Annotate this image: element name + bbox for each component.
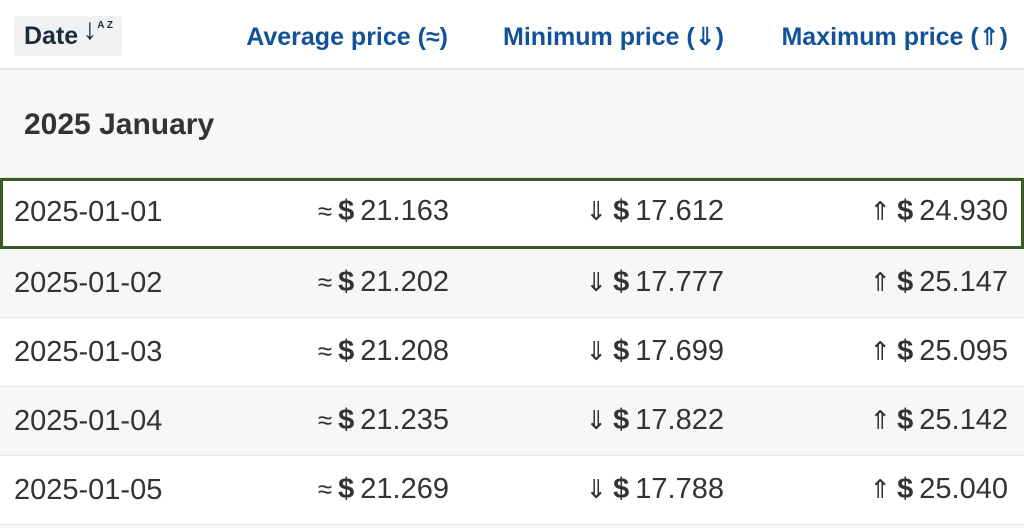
row-minimum-price: ⇓ $17.699 <box>585 335 724 367</box>
row-maximum-price: ⇑ $25.095 <box>869 335 1008 367</box>
row-minimum-price: ⇓ $17.777 <box>585 266 724 298</box>
currency-symbol: $ <box>338 266 355 298</box>
row-minimum-price: ⇓ $17.788 <box>585 473 724 505</box>
table-row[interactable]: 2025-01-03 ≈ $21.208 ⇓ $17.699 ⇑ $25.095 <box>0 318 1024 387</box>
row-date: 2025-01-05 <box>14 474 163 506</box>
row-maximum-price: ⇑ $25.142 <box>869 404 1008 436</box>
currency-symbol: $ <box>338 195 355 227</box>
date-column-label: Date <box>24 22 79 50</box>
currency-symbol: $ <box>897 335 914 367</box>
down-arrow-icon: ⇓ <box>585 267 608 297</box>
row-minimum-price: ⇓ $17.612 <box>585 195 724 227</box>
approx-icon: ≈ <box>317 474 333 504</box>
currency-symbol: $ <box>613 266 630 298</box>
minimum-price-header[interactable]: Minimum price (⇓) <box>503 23 724 51</box>
row-average-price: ≈ $21.202 <box>317 266 449 298</box>
row-date: 2025-01-04 <box>14 405 163 437</box>
down-arrow-icon: ⇓ <box>585 336 608 366</box>
up-arrow-icon: ⇑ <box>869 474 892 504</box>
row-average-price: ≈ $21.269 <box>317 473 449 505</box>
table-row[interactable]: 2025-01-01 ≈ $21.163 ⇓ $17.612 ⇑ $24.930 <box>0 178 1024 249</box>
row-minimum-price: ⇓ $17.822 <box>585 404 724 436</box>
table-row[interactable]: 2025-01-04 ≈ $21.235 ⇓ $17.822 ⇑ $25.142 <box>0 387 1024 456</box>
sort-az-label: A Z <box>97 20 113 31</box>
row-maximum-price: ⇑ $25.147 <box>869 266 1008 298</box>
row-maximum-price: ⇑ $24.930 <box>869 195 1008 227</box>
maximum-price-header[interactable]: Maximum price (⇑) <box>781 23 1008 51</box>
currency-symbol: $ <box>897 473 914 505</box>
table-row[interactable]: 2025-01-05 ≈ $21.269 ⇓ $17.788 ⇑ $25.040 <box>0 456 1024 525</box>
currency-symbol: $ <box>338 404 355 436</box>
average-price-header[interactable]: Average price (≈) <box>246 23 448 51</box>
up-arrow-icon: ⇑ <box>869 267 892 297</box>
up-arrow-icon: ⇑ <box>869 196 892 226</box>
row-date: 2025-01-03 <box>14 336 163 368</box>
sort-by-date-button[interactable]: Date ↓ A Z <box>14 13 123 56</box>
currency-symbol: $ <box>897 266 914 298</box>
currency-symbol: $ <box>338 473 355 505</box>
currency-symbol: $ <box>897 195 914 227</box>
currency-symbol: $ <box>897 404 914 436</box>
approx-icon: ≈ <box>317 196 333 226</box>
sort-ascending-icon: ↓ A Z <box>82 13 113 46</box>
row-average-price: ≈ $21.208 <box>317 335 449 367</box>
row-date: 2025-01-01 <box>14 196 163 228</box>
currency-symbol: $ <box>613 404 630 436</box>
table-header: Date ↓ A Z Average price (≈) Minimum price… <box>0 0 1024 70</box>
up-arrow-icon: ⇑ <box>869 405 892 435</box>
row-average-price: ≈ $21.163 <box>317 195 449 227</box>
row-maximum-price: ⇑ $25.040 <box>869 473 1008 505</box>
down-arrow-icon: ⇓ <box>585 405 608 435</box>
down-arrow-icon: ⇓ <box>585 474 608 504</box>
row-date: 2025-01-02 <box>14 267 163 299</box>
currency-symbol: $ <box>613 335 630 367</box>
down-arrow-icon: ⇓ <box>585 196 608 226</box>
approx-icon: ≈ <box>317 267 333 297</box>
up-arrow-icon: ⇑ <box>869 336 892 366</box>
currency-symbol: $ <box>338 335 355 367</box>
approx-icon: ≈ <box>317 336 333 366</box>
month-group-title: 2025 January <box>24 108 215 141</box>
approx-icon: ≈ <box>317 405 333 435</box>
row-average-price: ≈ $21.235 <box>317 404 449 436</box>
month-group-row: 2025 January <box>0 70 1024 178</box>
currency-symbol: $ <box>613 195 630 227</box>
currency-symbol: $ <box>613 473 630 505</box>
table-row[interactable]: 2025-01-02 ≈ $21.202 ⇓ $17.777 ⇑ $25.147 <box>0 249 1024 318</box>
